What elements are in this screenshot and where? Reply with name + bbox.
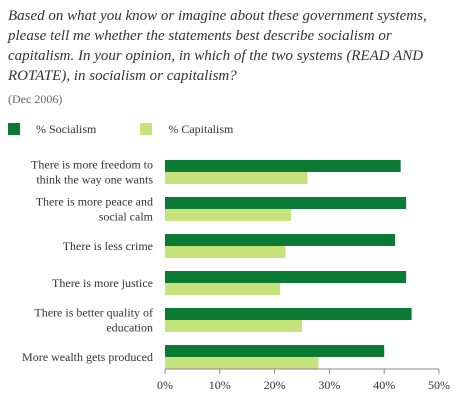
category-label: There is less crime [63,239,153,253]
x-tick-label: 10% [209,378,231,392]
bar-socialism [165,271,407,283]
legend-label-capitalism: % Capitalism [168,121,234,136]
bar-socialism [165,234,396,246]
bar-capitalism [165,246,286,258]
date-note: (Dec 2006) [8,92,63,106]
legend-item-capitalism: % Capitalism [140,122,233,137]
x-tick-label: 50% [428,378,450,392]
x-tick-label: 30% [318,378,340,392]
x-tick-label: 40% [373,378,395,392]
category-label: social calm [99,210,154,224]
bar-socialism [165,345,385,357]
legend-label-socialism: % Socialism [36,121,97,136]
bar-socialism [165,160,401,172]
legend: % Socialism % Capitalism [8,122,277,136]
chart-title: Based on what you know or imagine about … [8,8,427,84]
category-label: There is more peace and [36,195,153,209]
bar-capitalism [165,209,292,221]
category-label: There is more freedom to [31,158,153,172]
bar-socialism [165,308,412,320]
x-tick-label: 0% [157,378,173,392]
category-label: There is better quality of [34,306,153,320]
bar-capitalism [165,320,302,332]
category-label: There is more justice [52,276,153,290]
x-tick-label: 20% [264,378,286,392]
category-label: education [106,321,153,335]
bar-capitalism [165,357,319,369]
category-label: More wealth gets produced [22,350,153,364]
bar-capitalism [165,172,308,184]
bar-capitalism [165,283,281,295]
legend-swatch-socialism [8,123,20,135]
legend-item-socialism: % Socialism [8,122,96,137]
bar-socialism [165,197,407,209]
legend-swatch-capitalism [140,123,153,135]
category-label: think the way one wants [36,173,153,187]
